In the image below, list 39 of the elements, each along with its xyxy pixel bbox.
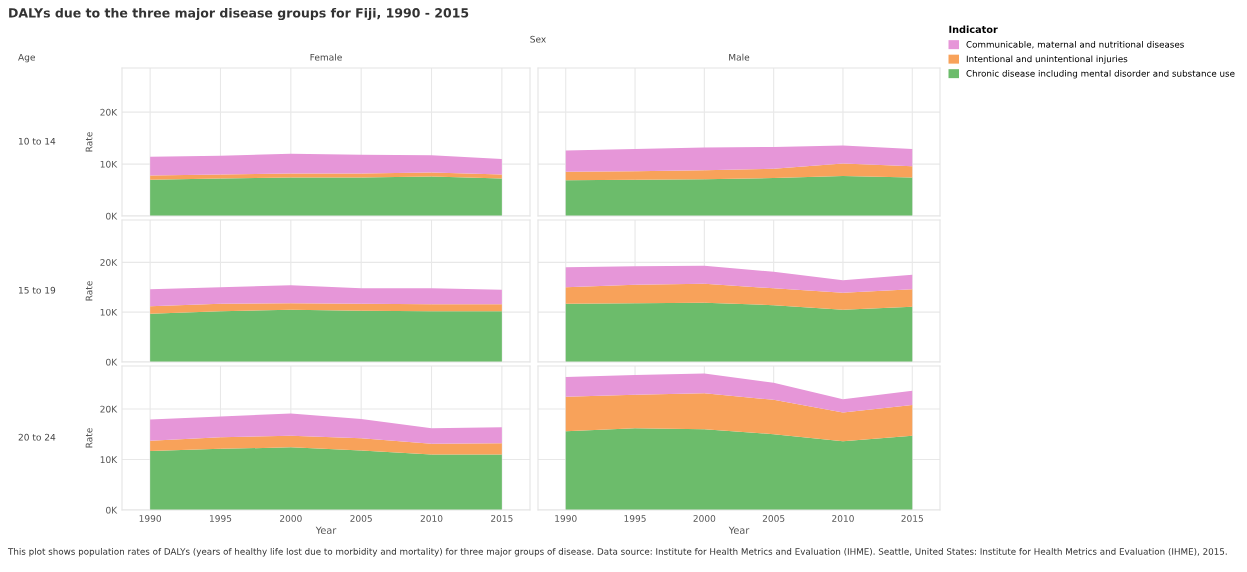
y-tick-label: 0K [106, 358, 118, 366]
y-tick-label: 0K [106, 506, 118, 514]
y-axis-title: Rate [85, 281, 93, 301]
y-tick-label: 10K [100, 308, 118, 316]
x-tick-label: 2000 [693, 515, 716, 522]
x-axis-title: Year [728, 526, 750, 534]
x-tick-label: 2015 [901, 515, 923, 522]
y-tick-label: 10K [100, 456, 118, 464]
y-tick-label: 0K [106, 212, 118, 220]
x-tick-label: 1995 [624, 515, 646, 522]
text: 10 to 14 [18, 137, 56, 145]
x-axis-title: Year [315, 526, 337, 534]
legend-title: Indicator [949, 25, 998, 34]
text: 20 to 24 [18, 433, 56, 441]
x-tick-label: 2010 [832, 515, 854, 522]
text: Age [18, 53, 35, 63]
text: Sex [530, 35, 546, 43]
x-tick-label: 2015 [491, 515, 513, 522]
x-tick-label: 2000 [280, 515, 302, 522]
legend-label: Communicable, maternal and nutritional diseases [966, 40, 1184, 49]
x-tick-label: 1990 [139, 515, 162, 522]
chart-subtitle: Male [729, 53, 750, 61]
x-tick-label: 2005 [762, 515, 785, 522]
x-tick-label: 2005 [350, 515, 372, 522]
y-tick-label: 20K [100, 259, 118, 266]
chart-subtitle: Female [310, 53, 342, 61]
x-tick-label: 1995 [209, 515, 232, 522]
y-tick-label: 20K [100, 405, 118, 413]
y-axis-title: Rate [85, 132, 93, 152]
x-tick-label: 2010 [420, 515, 443, 522]
x-tick-label: 1990 [555, 515, 577, 522]
y-tick-label: 20K [100, 108, 118, 116]
y-axis-title: Rate [85, 428, 93, 448]
text: This plot shows population rates of DALYs (years of healthy life lost due to morbidity and mortality) for three major groups of disease. Data source: Institute for Health Metrics and Evaluation (IHME). Seattle, United States: Institute for Health Metrics and Evaluation (IHME), 2015. [7, 548, 1227, 557]
legend-label: Chronic disease including mental disorder and substance use [966, 69, 1235, 79]
chart-title: DALYs due to the three major disease groups for Fiji, 1990 - 2015 [9, 7, 469, 21]
text: 15 to 19 [18, 286, 56, 294]
y-tick-label: 10K [100, 160, 118, 168]
legend-label: Intentional and unintentional injuries [966, 55, 1128, 64]
